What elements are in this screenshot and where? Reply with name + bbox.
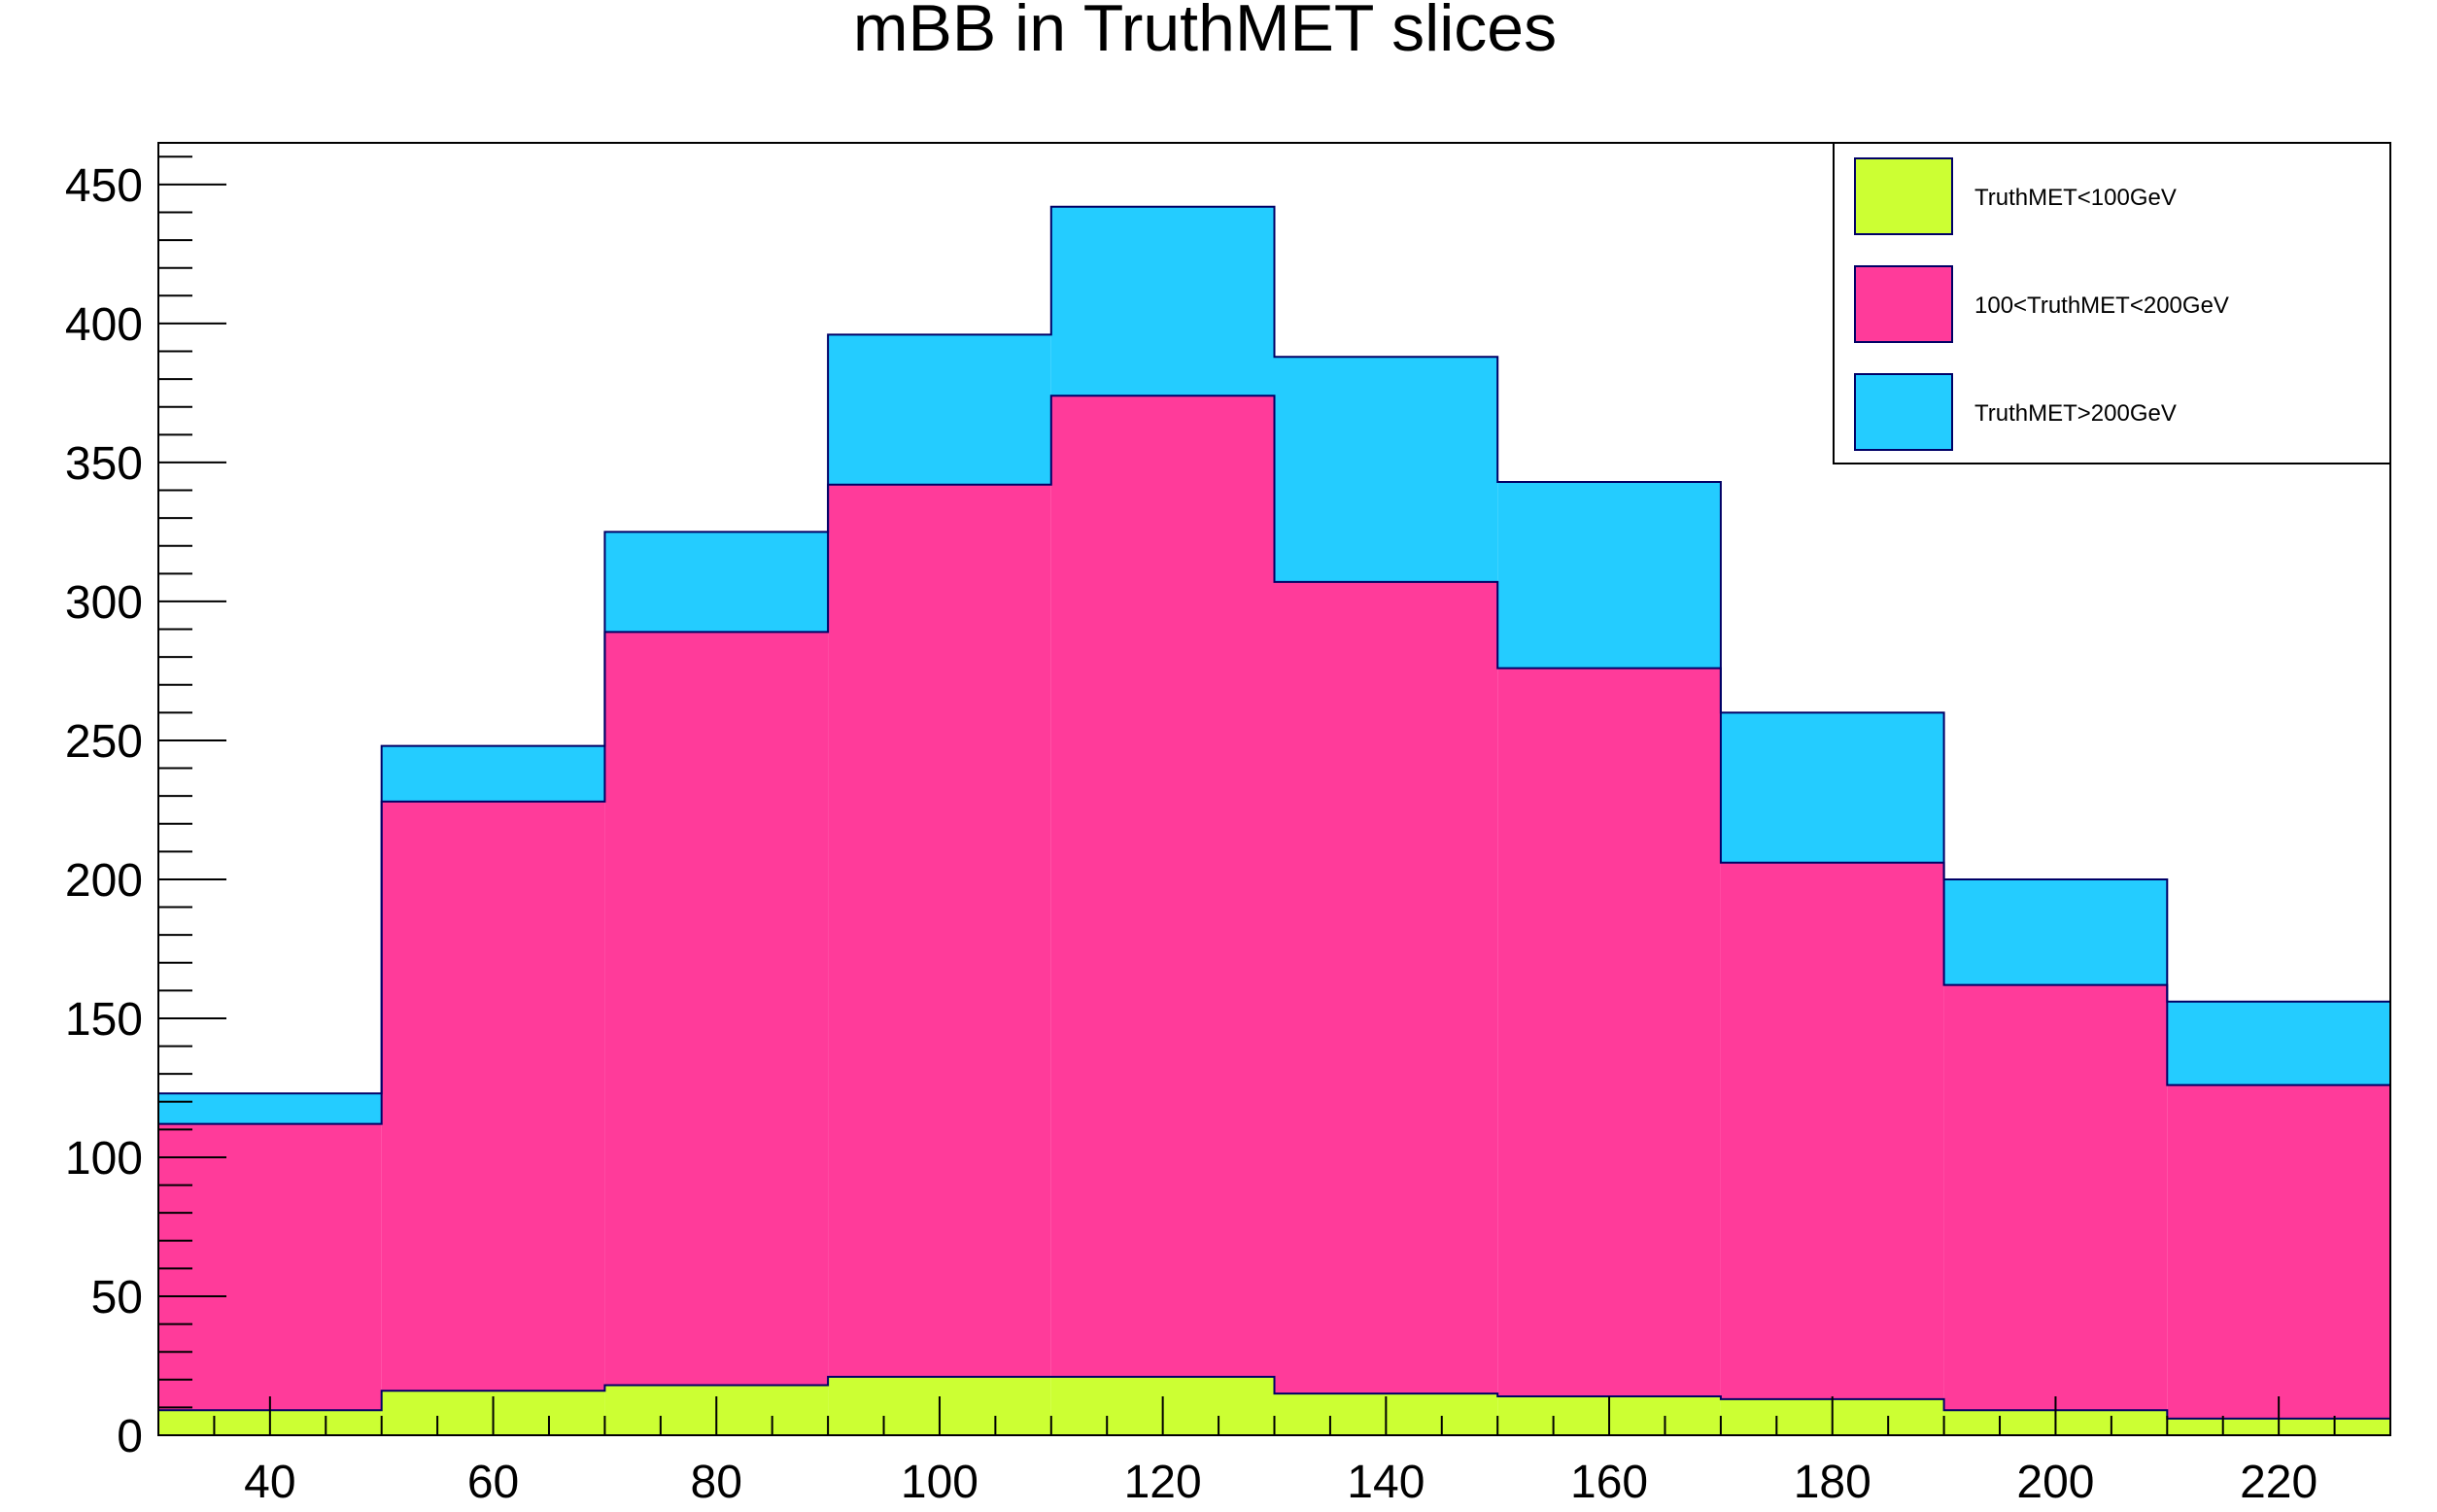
y-tick-label: 0 — [117, 1411, 143, 1462]
bar-series-3-bin-4 — [828, 334, 1051, 485]
bar-series-2-bin-8 — [1720, 862, 1944, 1399]
chart-title: mBB in TruthMET slices — [853, 0, 1557, 65]
y-tick-label: 300 — [65, 577, 143, 629]
legend-label: 100<TruthMET<200GeV — [1974, 292, 2229, 319]
outline-series-1 — [157, 1375, 2391, 1435]
x-tick-label: 160 — [1570, 1457, 1648, 1508]
y-tick-label: 250 — [65, 716, 143, 768]
y-tick-label: 50 — [91, 1272, 143, 1323]
legend-swatch — [1854, 373, 1953, 451]
outline-series-2 — [157, 395, 2391, 1435]
y-tick-label: 350 — [65, 438, 143, 490]
bar-series-2-bin-7 — [1497, 668, 1721, 1396]
y-tick-label: 200 — [65, 855, 143, 907]
x-tick-label: 140 — [1347, 1457, 1424, 1508]
bar-series-2-bin-3 — [604, 632, 829, 1386]
y-axis: 0 50 100 150 200 250 300 350 400 450 — [65, 155, 226, 1462]
bar-series-3-bin-1 — [158, 1093, 382, 1124]
x-tick-label: 60 — [467, 1457, 519, 1508]
bar-series-3-bin-6 — [1274, 357, 1498, 582]
bar-series-2-bin-9 — [1943, 984, 2168, 1411]
x-axis: 40 60 80 100 120 140 160 180 200 220 — [157, 1396, 2391, 1508]
bar-series-3-bin-7 — [1497, 481, 1721, 669]
bar-series-2-bin-6 — [1274, 581, 1498, 1394]
x-tick-label: 80 — [691, 1457, 742, 1508]
bar-series-2-bin-10 — [2167, 1084, 2390, 1419]
bar-series-3-bin-8 — [1720, 712, 1944, 863]
legend-label: TruthMET<100GeV — [1974, 185, 2177, 211]
bar-series-2-bin-5 — [1050, 395, 1275, 1377]
series-2 — [158, 395, 2390, 1419]
bar-series-2-bin-1 — [158, 1123, 382, 1411]
legend: TruthMET<100GeV 100<TruthMET<200GeV TruthM… — [1833, 142, 2391, 464]
x-tick-label: 200 — [2016, 1457, 2094, 1508]
y-tick-label: 450 — [65, 160, 143, 212]
x-tick-label: 120 — [1124, 1457, 1202, 1508]
bar-series-3-bin-5 — [1050, 206, 1275, 396]
bar-series-3-bin-2 — [381, 745, 605, 802]
y-tick-label: 100 — [65, 1133, 143, 1185]
bar-series-2-bin-2 — [381, 801, 605, 1392]
x-tick-label: 220 — [2240, 1457, 2317, 1508]
bar-series-2-bin-4 — [828, 484, 1051, 1377]
legend-swatch — [1854, 157, 1953, 235]
series-3 — [158, 206, 2390, 1124]
legend-label: TruthMET>200GeV — [1974, 400, 2177, 427]
x-tick-label: 40 — [244, 1457, 295, 1508]
bar-series-3-bin-9 — [1943, 878, 2168, 985]
outline-series-3 — [157, 205, 2391, 1435]
y-tick-label: 400 — [65, 299, 143, 351]
legend-swatch — [1854, 265, 1953, 343]
y-tick-label: 150 — [65, 994, 143, 1046]
bar-series-3-bin-3 — [604, 532, 829, 633]
x-tick-label: 100 — [901, 1457, 978, 1508]
bar-series-3-bin-10 — [2167, 1001, 2390, 1085]
x-tick-label: 180 — [1794, 1457, 1871, 1508]
